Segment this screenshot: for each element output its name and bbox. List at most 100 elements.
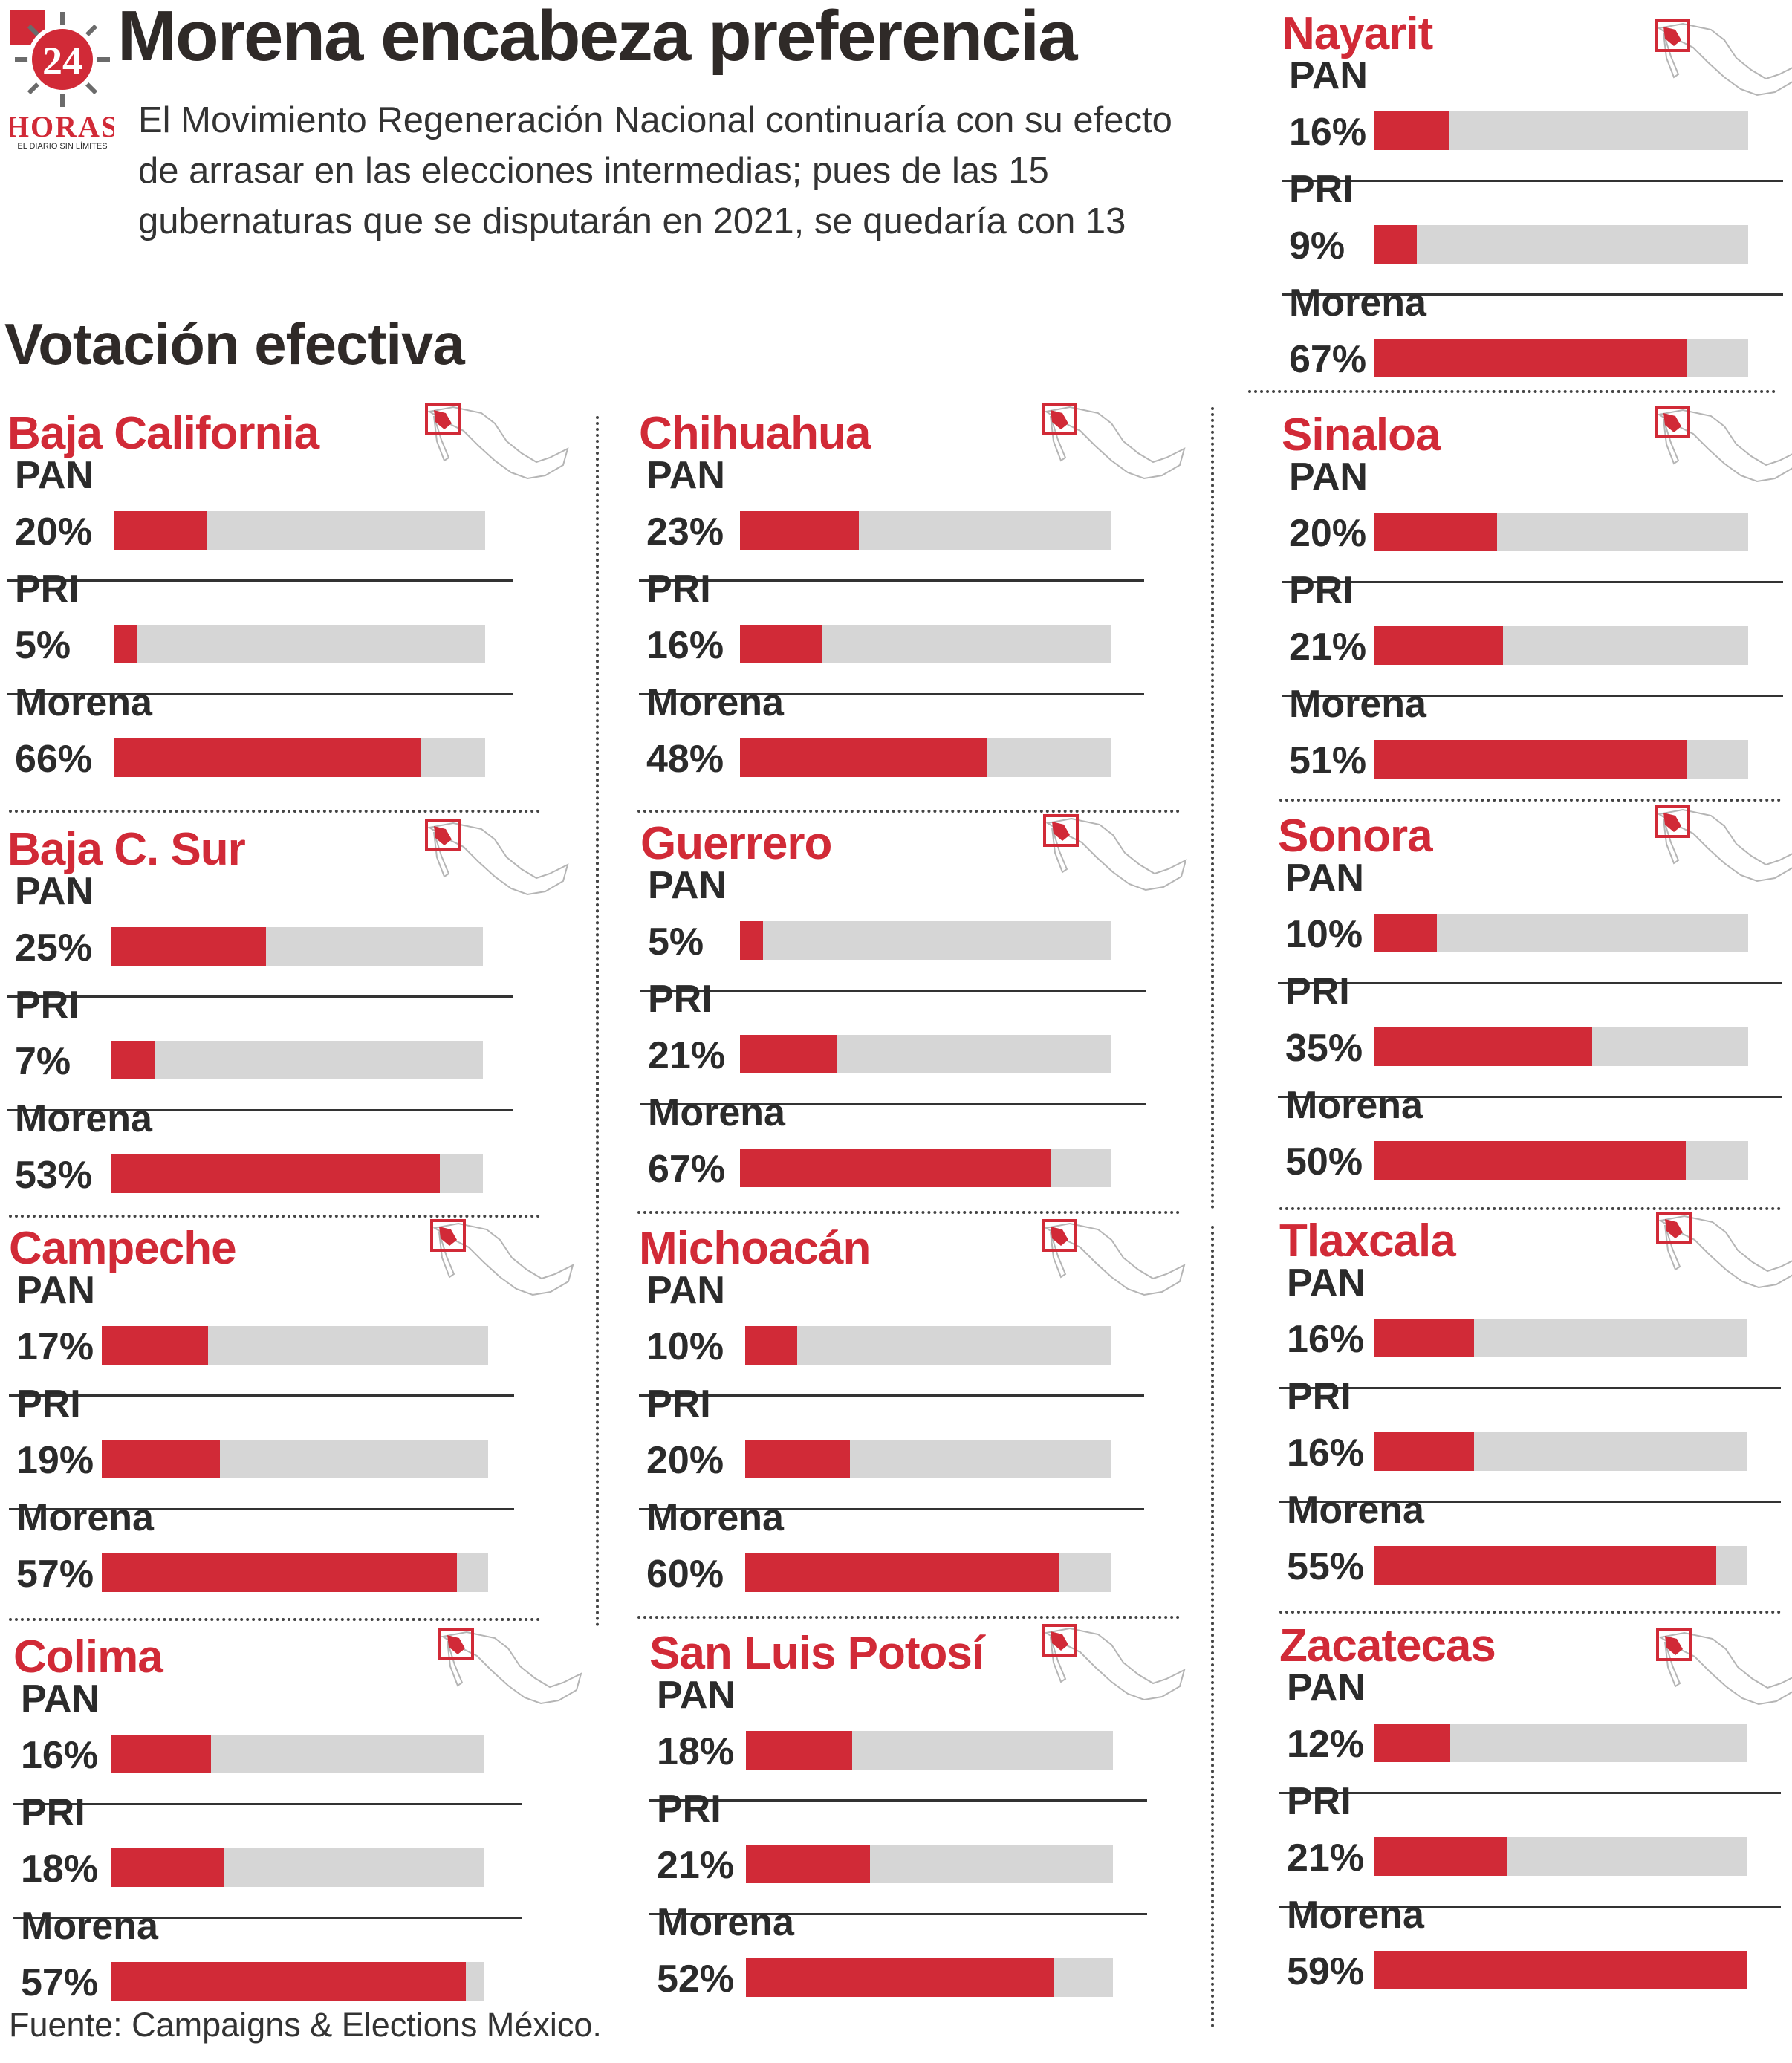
party-label-nayarit-pan: PAN xyxy=(1289,54,1368,97)
state-name-colima: Colima xyxy=(13,1631,163,1683)
party-label-san-luis-potosi-pan: PAN xyxy=(657,1674,736,1717)
bar-san-luis-potosi-pri xyxy=(746,1845,871,1883)
bar-track-guerrero-pri xyxy=(740,1035,1111,1073)
chihuahua-mexico-map-icon xyxy=(1042,403,1186,480)
party-label-campeche-pan: PAN xyxy=(16,1269,95,1312)
dotted-separator xyxy=(9,1215,540,1218)
bar-nayarit-morena xyxy=(1374,339,1688,377)
dotted-column-separator xyxy=(596,416,599,1211)
party-label-baja-california-morena: Morena xyxy=(15,681,152,724)
logo-circle xyxy=(27,25,97,94)
bar-michoacan-morena xyxy=(745,1553,1059,1592)
row-divider xyxy=(639,693,1144,695)
chart-tlaxcala: Tlaxcala PAN 16% PRI 16% Morena 55% xyxy=(1279,1212,1792,1601)
value-label-colima-morena: 57% xyxy=(21,1961,99,2004)
dotted-separator xyxy=(9,810,540,813)
party-label-zacatecas-morena: Morena xyxy=(1287,1894,1424,1937)
party-label-nayarit-pri: PRI xyxy=(1289,168,1354,211)
state-name-campeche: Campeche xyxy=(9,1223,237,1274)
dotted-separator xyxy=(637,1616,1180,1619)
bar-colima-pan xyxy=(111,1735,211,1773)
sinaloa-mexico-map-icon xyxy=(1655,406,1792,483)
chart-colima: Colima PAN 16% PRI 18% Morena 57% xyxy=(13,1628,582,2017)
value-label-baja-california-pri: 5% xyxy=(15,624,71,667)
state-name-san-luis-potosi: San Luis Potosí xyxy=(649,1628,984,1679)
state-name-baja-c-sur: Baja C. Sur xyxy=(7,824,246,875)
bar-sonora-morena xyxy=(1374,1141,1687,1180)
bar-track-michoacan-pri xyxy=(745,1440,1111,1478)
row-divider xyxy=(639,579,1144,582)
bar-sinaloa-pan xyxy=(1374,513,1497,551)
source-note: Fuente: Campaigns & Elections México. xyxy=(9,2006,602,2044)
zacatecas-mexico-map-icon xyxy=(1656,1628,1792,1706)
page-title: Morena encabeza preferencia xyxy=(117,0,1078,76)
row-divider xyxy=(1279,1387,1781,1389)
bar-track-campeche-pan xyxy=(102,1326,488,1365)
party-label-colima-pan: PAN xyxy=(21,1677,100,1721)
chart-chihuahua: Chihuahua PAN 23% PRI 16% Morena 48% xyxy=(639,403,1186,793)
bar-chihuahua-pan xyxy=(740,511,859,550)
bar-zacatecas-pri xyxy=(1374,1837,1507,1876)
value-label-baja-c-sur-pri: 7% xyxy=(15,1040,71,1083)
value-label-tlaxcala-pan: 16% xyxy=(1287,1318,1365,1361)
chart-sonora: Sonora PAN 10% PRI 35% Morena 50% xyxy=(1278,805,1792,1196)
bar-track-tlaxcala-pan xyxy=(1374,1319,1747,1357)
row-divider xyxy=(1279,1792,1781,1794)
bar-campeche-morena xyxy=(102,1553,458,1592)
row-divider xyxy=(7,579,513,582)
state-name-tlaxcala: Tlaxcala xyxy=(1279,1215,1456,1267)
value-label-campeche-pan: 17% xyxy=(16,1325,94,1368)
state-name-zacatecas: Zacatecas xyxy=(1279,1620,1496,1671)
state-name-chihuahua: Chihuahua xyxy=(639,408,871,459)
party-label-colima-pri: PRI xyxy=(21,1791,85,1834)
bar-sonora-pan xyxy=(1374,914,1437,952)
bar-tlaxcala-pan xyxy=(1374,1319,1474,1357)
bar-track-baja-california-pan xyxy=(114,511,485,550)
party-label-tlaxcala-pan: PAN xyxy=(1287,1261,1366,1305)
bar-sonora-pri xyxy=(1374,1027,1593,1066)
san-luis-potosi-mexico-map-icon xyxy=(1042,1624,1186,1701)
value-label-sinaloa-morena: 51% xyxy=(1289,739,1367,782)
value-label-tlaxcala-pri: 16% xyxy=(1287,1432,1365,1475)
row-divider xyxy=(1282,293,1783,296)
bar-track-chihuahua-morena xyxy=(740,738,1111,777)
dotted-column-separator xyxy=(1211,1226,1214,2028)
bar-track-chihuahua-pan xyxy=(740,511,1111,550)
value-label-michoacan-morena: 60% xyxy=(646,1553,724,1596)
value-label-colima-pri: 18% xyxy=(21,1848,99,1891)
party-label-chihuahua-pri: PRI xyxy=(646,568,711,611)
party-label-sinaloa-morena: Morena xyxy=(1289,683,1426,726)
bar-track-san-luis-potosi-pri xyxy=(746,1845,1113,1883)
bar-track-michoacan-morena xyxy=(745,1553,1111,1592)
row-divider xyxy=(649,1799,1147,1802)
party-label-guerrero-pan: PAN xyxy=(648,864,727,907)
bar-chihuahua-pri xyxy=(740,625,823,663)
bar-track-nayarit-pan xyxy=(1374,111,1748,150)
bar-guerrero-morena xyxy=(740,1149,1051,1187)
party-label-guerrero-morena: Morena xyxy=(648,1091,785,1134)
dotted-separator xyxy=(9,1618,540,1621)
bar-track-zacatecas-pri xyxy=(1374,1837,1747,1876)
party-label-michoacan-pri: PRI xyxy=(646,1383,711,1426)
bar-track-colima-morena xyxy=(111,1962,484,2001)
value-label-chihuahua-pan: 23% xyxy=(646,510,724,553)
row-divider xyxy=(1279,1501,1781,1503)
bar-baja-california-morena xyxy=(114,738,421,777)
page-subtitle: El Movimiento Regeneración Nacional cont… xyxy=(138,100,1172,241)
logo-name: HORAS xyxy=(10,110,114,143)
party-label-guerrero-pri: PRI xyxy=(648,978,712,1021)
dotted-separator xyxy=(637,810,1180,813)
value-label-san-luis-potosi-pan: 18% xyxy=(657,1730,735,1773)
bar-sinaloa-pri xyxy=(1374,626,1504,665)
party-label-colima-morena: Morena xyxy=(21,1905,158,1948)
bar-track-campeche-pri xyxy=(102,1440,488,1478)
row-divider xyxy=(13,1917,522,1919)
party-label-san-luis-potosi-pri: PRI xyxy=(657,1787,721,1830)
bar-track-colima-pri xyxy=(111,1848,484,1887)
party-label-baja-california-pan: PAN xyxy=(15,454,94,497)
value-label-sinaloa-pan: 20% xyxy=(1289,512,1367,555)
party-label-sinaloa-pri: PRI xyxy=(1289,569,1354,612)
value-label-guerrero-pri: 21% xyxy=(648,1034,726,1077)
state-name-michoacan: Michoacán xyxy=(639,1223,871,1274)
row-divider xyxy=(7,693,513,695)
